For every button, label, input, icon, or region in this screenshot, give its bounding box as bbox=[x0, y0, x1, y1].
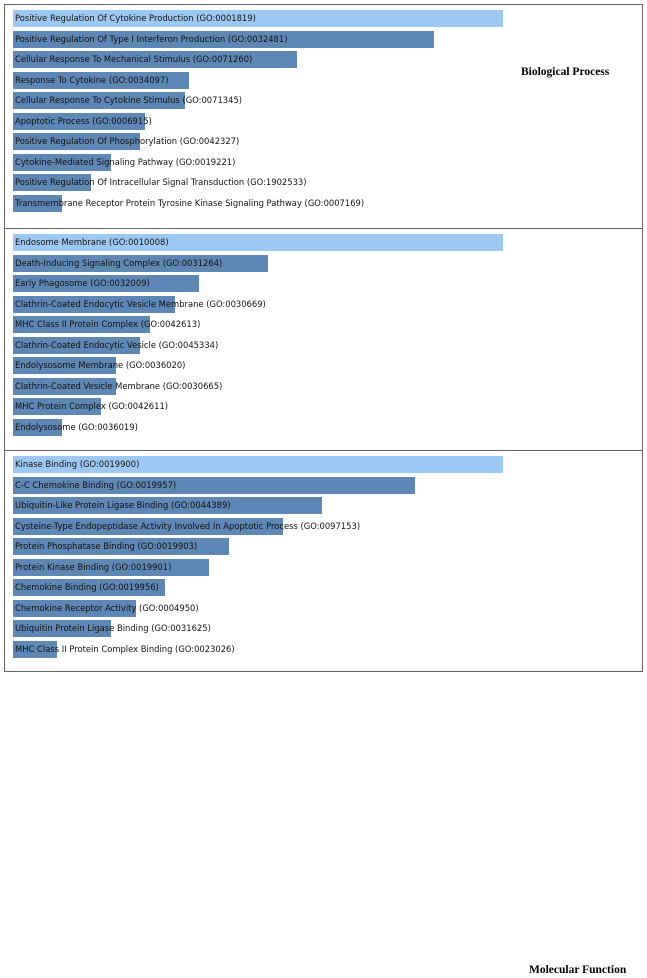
bar-label: Transmembrane Receptor Protein Tyrosine … bbox=[15, 197, 365, 208]
bar bbox=[13, 579, 165, 596]
bar-row: Ubiquitin Protein Ligase Binding (GO:003… bbox=[13, 620, 613, 637]
panel-molecular-function: Kinase Binding (GO:0019900) C-C Chemokine… bbox=[4, 450, 643, 976]
bar bbox=[13, 357, 116, 374]
bar bbox=[13, 377, 116, 395]
bar-row: Endolysosome (GO:0036019) bbox=[13, 418, 613, 436]
bar-row: C-C Chemokine Binding (GO:0019957) bbox=[13, 476, 613, 494]
bar-label: Clathrin-Coated Endocytic Vesicle Membra… bbox=[15, 298, 266, 309]
bar-label: Endolysosome Membrane (GO:0036020) bbox=[15, 360, 186, 370]
bar bbox=[13, 51, 298, 68]
bar bbox=[13, 620, 111, 637]
bar bbox=[13, 599, 136, 617]
bar-label: Response To Cytokine (GO:0034097) bbox=[15, 74, 169, 85]
bar-row: Protein Kinase Binding (GO:0019901) bbox=[13, 558, 613, 576]
bar bbox=[13, 456, 503, 473]
panel-biological-process: Positive Regulation Of Cytokine Producti… bbox=[4, 4, 643, 229]
bar-row: Chemokine Binding (GO:0019956) bbox=[13, 579, 613, 596]
bar-label: Protein Phosphatase Binding (GO:0019903) bbox=[15, 541, 198, 551]
bar-row: Cysteine-Type Endopeptidase Activity Inv… bbox=[13, 517, 613, 535]
bar-row: Cellular Response To Mechanical Stimulus… bbox=[13, 51, 613, 68]
bar-row: Apoptotic Process (GO:0006915) bbox=[13, 112, 613, 130]
bar-row: Kinase Binding (GO:0019900) bbox=[13, 456, 613, 473]
bar-label: Death-Inducing Signaling Complex (GO:003… bbox=[15, 257, 223, 268]
bar-row: MHC Class II Protein Complex Binding (GO… bbox=[13, 640, 613, 658]
bar-row: Cellular Response To Cytokine Stimulus (… bbox=[13, 92, 613, 109]
bar-row: Early Phagosome (GO:0032009) bbox=[13, 275, 613, 292]
bar-row: Response To Cytokine (GO:0034097) bbox=[13, 71, 613, 89]
bar-row: Positive Regulation Of Cytokine Producti… bbox=[13, 10, 613, 27]
bar bbox=[13, 538, 229, 555]
bar-label: Cysteine-Type Endopeptidase Activity Inv… bbox=[15, 520, 361, 531]
bar bbox=[13, 133, 141, 150]
bar bbox=[13, 194, 62, 212]
bar-label: Ubiquitin-Like Protein Ligase Binding (G… bbox=[15, 500, 231, 510]
bar-row: Cytokine-Mediated Signaling Pathway (GO:… bbox=[13, 153, 613, 171]
bar-row: Clathrin-Coated Endocytic Vesicle (GO:00… bbox=[13, 336, 613, 354]
bar-label: Cytokine-Mediated Signaling Pathway (GO:… bbox=[15, 156, 236, 167]
bar-row: Chemokine Receptor Activity (GO:0004950) bbox=[13, 599, 613, 617]
bar-label: Apoptotic Process (GO:0006915) bbox=[15, 115, 152, 126]
bar bbox=[13, 112, 146, 130]
bar-label: Chemokine Receptor Activity (GO:0004950) bbox=[15, 602, 199, 613]
bar bbox=[13, 30, 435, 48]
bar bbox=[13, 476, 415, 494]
bar-label: Cellular Response To Cytokine Stimulus (… bbox=[15, 95, 243, 105]
bar bbox=[13, 640, 58, 658]
bar-label: Positive Regulation Of Phosphorylation (… bbox=[15, 136, 240, 146]
bar bbox=[13, 174, 92, 191]
bar-label: Protein Kinase Binding (GO:0019901) bbox=[15, 561, 172, 572]
bar-label: Ubiquitin Protein Ligase Binding (GO:003… bbox=[15, 623, 211, 633]
bar bbox=[13, 153, 111, 171]
bar-label: MHC Protein Complex (GO:0042611) bbox=[15, 401, 169, 411]
bar-row: Positive Regulation Of Type I Interferon… bbox=[13, 30, 613, 48]
bar-label: Kinase Binding (GO:0019900) bbox=[15, 459, 140, 469]
panel-cellular-component: Endosome Membrane (GO:0010008) Death-Indu… bbox=[4, 228, 643, 553]
bar-label: Endolysosome (GO:0036019) bbox=[15, 421, 138, 432]
bar-label: Positive Regulation Of Intracellular Sig… bbox=[15, 177, 307, 187]
bar-row: MHC Class II Protein Complex (GO:0042613… bbox=[13, 316, 613, 333]
bar-label: MHC Class II Protein Complex Binding (GO… bbox=[15, 643, 235, 654]
bar-label: C-C Chemokine Binding (GO:0019957) bbox=[15, 479, 177, 490]
bar-label: Cellular Response To Mechanical Stimulus… bbox=[15, 54, 253, 64]
bar-row: Positive Regulation Of Intracellular Sig… bbox=[13, 174, 613, 191]
bar-row: Transmembrane Receptor Protein Tyrosine … bbox=[13, 194, 613, 212]
bar bbox=[13, 418, 62, 436]
bar-row: Protein Phosphatase Binding (GO:0019903) bbox=[13, 538, 613, 555]
bar bbox=[13, 517, 283, 535]
bar bbox=[13, 234, 503, 251]
bar bbox=[13, 497, 322, 514]
category-label: Molecular Function bbox=[529, 964, 627, 976]
bar-label: Positive Regulation Of Cytokine Producti… bbox=[15, 13, 256, 23]
bar bbox=[13, 254, 268, 272]
bar-row: Clathrin-Coated Vesicle Membrane (GO:003… bbox=[13, 377, 613, 395]
bar-row: Clathrin-Coated Endocytic Vesicle Membra… bbox=[13, 295, 613, 313]
bar-row: MHC Protein Complex (GO:0042611) bbox=[13, 398, 613, 415]
bar bbox=[13, 10, 503, 27]
bar-label: MHC Class II Protein Complex (GO:0042613… bbox=[15, 319, 201, 329]
bar-label: Endosome Membrane (GO:0010008) bbox=[15, 237, 169, 247]
bar-row: Endosome Membrane (GO:0010008) bbox=[13, 234, 613, 251]
bar bbox=[13, 275, 200, 292]
bar bbox=[13, 92, 185, 109]
bar-label: Clathrin-Coated Endocytic Vesicle (GO:00… bbox=[15, 339, 219, 350]
bar-label: Early Phagosome (GO:0032009) bbox=[15, 278, 150, 288]
bar-label: Chemokine Binding (GO:0019956) bbox=[15, 582, 159, 592]
bar-row: Endolysosome Membrane (GO:0036020) bbox=[13, 357, 613, 374]
bar-label: Positive Regulation Of Type I Interferon… bbox=[15, 33, 288, 44]
bar bbox=[13, 71, 190, 89]
bar-row: Ubiquitin-Like Protein Ligase Binding (G… bbox=[13, 497, 613, 514]
bar bbox=[13, 398, 102, 415]
bar bbox=[13, 336, 141, 354]
bar bbox=[13, 295, 175, 313]
bar-row: Positive Regulation Of Phosphorylation (… bbox=[13, 133, 613, 150]
bar bbox=[13, 558, 209, 576]
category-label: Biological Process bbox=[521, 66, 610, 78]
bar-row: Death-Inducing Signaling Complex (GO:003… bbox=[13, 254, 613, 272]
bar-label: Clathrin-Coated Vesicle Membrane (GO:003… bbox=[15, 380, 223, 391]
bar bbox=[13, 316, 151, 333]
